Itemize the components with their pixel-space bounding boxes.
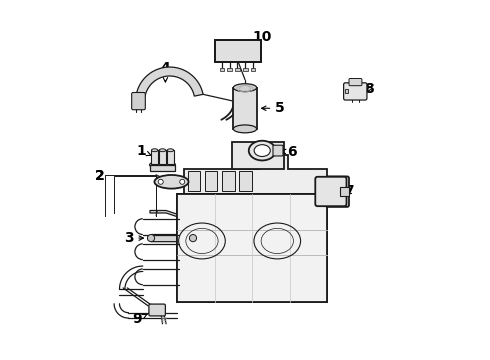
Bar [243, 68, 247, 71]
Bar [215, 40, 261, 62]
Text: 2: 2 [95, 170, 105, 183]
Bar [159, 150, 166, 164]
Ellipse shape [159, 149, 166, 152]
Bar [151, 150, 158, 164]
Ellipse shape [249, 141, 276, 161]
FancyBboxPatch shape [273, 145, 283, 156]
FancyBboxPatch shape [349, 78, 362, 86]
Polygon shape [150, 211, 184, 217]
Text: 7: 7 [340, 184, 354, 198]
Bar [345, 89, 348, 93]
Polygon shape [136, 67, 203, 99]
Bar [222, 171, 235, 191]
FancyBboxPatch shape [149, 304, 166, 316]
Ellipse shape [154, 175, 189, 189]
Bar [235, 68, 240, 71]
Text: 5: 5 [262, 101, 285, 115]
Ellipse shape [233, 84, 257, 91]
FancyBboxPatch shape [343, 83, 367, 100]
Bar [254, 46, 261, 54]
Circle shape [147, 234, 155, 242]
Polygon shape [177, 155, 327, 194]
Bar [188, 171, 200, 191]
Circle shape [180, 179, 185, 184]
Text: 4: 4 [161, 61, 170, 82]
Circle shape [190, 234, 196, 242]
Bar [233, 87, 257, 129]
Bar [220, 68, 224, 71]
Bar [205, 171, 218, 191]
Text: 8: 8 [364, 82, 373, 95]
Bar [215, 40, 261, 62]
Ellipse shape [254, 145, 270, 157]
FancyBboxPatch shape [315, 177, 346, 206]
Text: 9: 9 [133, 312, 147, 326]
Text: 2: 2 [95, 170, 105, 183]
Polygon shape [148, 234, 195, 242]
Text: 1: 1 [136, 144, 151, 158]
Ellipse shape [151, 149, 158, 152]
Bar [227, 68, 232, 71]
Ellipse shape [233, 125, 257, 133]
Circle shape [158, 179, 163, 184]
Bar [149, 165, 175, 171]
Bar [232, 142, 285, 169]
Ellipse shape [167, 149, 173, 152]
FancyBboxPatch shape [326, 176, 349, 207]
Bar [177, 194, 327, 302]
Bar [251, 68, 255, 71]
FancyBboxPatch shape [132, 93, 146, 110]
Text: 10: 10 [249, 30, 272, 45]
Ellipse shape [149, 161, 175, 169]
Bar [340, 187, 349, 196]
Text: 3: 3 [123, 231, 144, 245]
Text: 6: 6 [281, 145, 296, 159]
Bar [177, 194, 327, 302]
Bar [167, 150, 173, 164]
Bar [215, 46, 221, 54]
Bar [239, 171, 252, 191]
